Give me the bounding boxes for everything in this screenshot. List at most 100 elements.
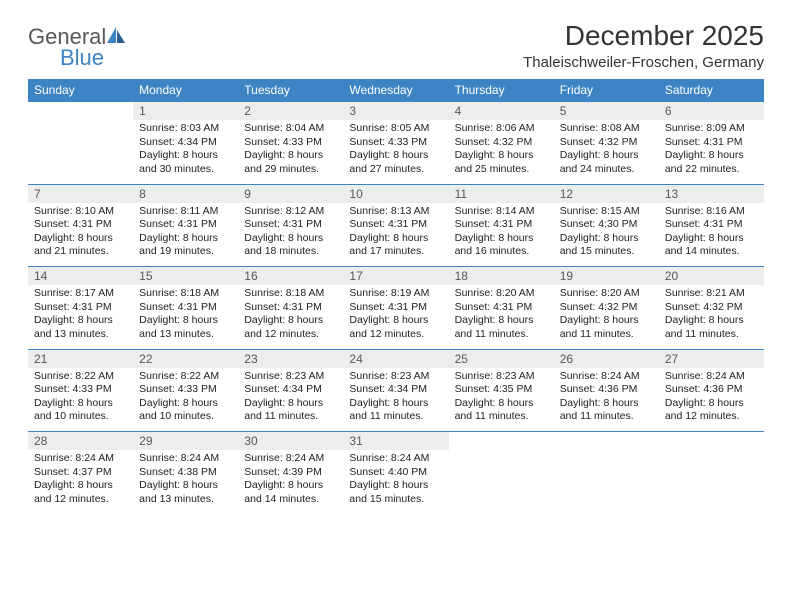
day-number: 14 [34, 269, 47, 283]
day-number: 31 [349, 434, 362, 448]
daylight-line: Daylight: 8 hours and 14 minutes. [665, 232, 758, 259]
day-number-cell: 16 [238, 267, 343, 286]
day-number-cell: 27 [659, 349, 764, 368]
daylight-line: Daylight: 8 hours and 15 minutes. [349, 479, 442, 506]
day-number-cell: 14 [28, 267, 133, 286]
day-details-cell: Sunrise: 8:24 AMSunset: 4:36 PMDaylight:… [554, 368, 659, 432]
sunrise-line: Sunrise: 8:23 AM [349, 370, 442, 384]
daylight-line: Daylight: 8 hours and 16 minutes. [455, 232, 548, 259]
day-details-cell [449, 450, 554, 514]
day-number-cell: 2 [238, 102, 343, 121]
day-number: 9 [244, 187, 251, 201]
sunrise-line: Sunrise: 8:22 AM [34, 370, 127, 384]
details-row: Sunrise: 8:17 AMSunset: 4:31 PMDaylight:… [28, 285, 764, 349]
day-number-cell: 19 [554, 267, 659, 286]
day-details-cell: Sunrise: 8:22 AMSunset: 4:33 PMDaylight:… [133, 368, 238, 432]
sunset-line: Sunset: 4:40 PM [349, 466, 442, 480]
daylight-line: Daylight: 8 hours and 12 minutes. [349, 314, 442, 341]
day-number: 12 [560, 187, 573, 201]
day-details-cell: Sunrise: 8:09 AMSunset: 4:31 PMDaylight:… [659, 120, 764, 184]
day-number-cell [28, 102, 133, 121]
sunrise-line: Sunrise: 8:24 AM [34, 452, 127, 466]
day-number-cell: 22 [133, 349, 238, 368]
sunrise-line: Sunrise: 8:14 AM [455, 205, 548, 219]
sunset-line: Sunset: 4:34 PM [349, 383, 442, 397]
daylight-line: Daylight: 8 hours and 12 minutes. [244, 314, 337, 341]
day-details-cell: Sunrise: 8:05 AMSunset: 4:33 PMDaylight:… [343, 120, 448, 184]
sunrise-line: Sunrise: 8:17 AM [34, 287, 127, 301]
day-number: 15 [139, 269, 152, 283]
sunrise-line: Sunrise: 8:18 AM [244, 287, 337, 301]
day-number: 18 [455, 269, 468, 283]
daylight-line: Daylight: 8 hours and 11 minutes. [455, 314, 548, 341]
day-number-cell [659, 432, 764, 451]
details-row: Sunrise: 8:22 AMSunset: 4:33 PMDaylight:… [28, 368, 764, 432]
sunrise-line: Sunrise: 8:12 AM [244, 205, 337, 219]
day-number: 23 [244, 352, 257, 366]
daylight-line: Daylight: 8 hours and 13 minutes. [34, 314, 127, 341]
daylight-line: Daylight: 8 hours and 21 minutes. [34, 232, 127, 259]
day-details-cell: Sunrise: 8:04 AMSunset: 4:33 PMDaylight:… [238, 120, 343, 184]
sunset-line: Sunset: 4:39 PM [244, 466, 337, 480]
day-number-cell: 15 [133, 267, 238, 286]
daylight-line: Daylight: 8 hours and 30 minutes. [139, 149, 232, 176]
day-number-cell: 9 [238, 184, 343, 203]
sunrise-line: Sunrise: 8:11 AM [139, 205, 232, 219]
day-details-cell: Sunrise: 8:16 AMSunset: 4:31 PMDaylight:… [659, 203, 764, 267]
day-number: 19 [560, 269, 573, 283]
day-details-cell: Sunrise: 8:14 AMSunset: 4:31 PMDaylight:… [449, 203, 554, 267]
day-number: 13 [665, 187, 678, 201]
day-details-cell: Sunrise: 8:23 AMSunset: 4:34 PMDaylight:… [343, 368, 448, 432]
daylight-line: Daylight: 8 hours and 11 minutes. [560, 397, 653, 424]
weekday-header: Thursday [449, 79, 554, 102]
sunset-line: Sunset: 4:32 PM [455, 136, 548, 150]
sunrise-line: Sunrise: 8:24 AM [244, 452, 337, 466]
weekday-header: Sunday [28, 79, 133, 102]
day-number: 1 [139, 104, 146, 118]
day-number-cell: 29 [133, 432, 238, 451]
sunrise-line: Sunrise: 8:19 AM [349, 287, 442, 301]
day-details-cell: Sunrise: 8:10 AMSunset: 4:31 PMDaylight:… [28, 203, 133, 267]
day-details-cell: Sunrise: 8:08 AMSunset: 4:32 PMDaylight:… [554, 120, 659, 184]
sunrise-line: Sunrise: 8:10 AM [34, 205, 127, 219]
daylight-line: Daylight: 8 hours and 11 minutes. [665, 314, 758, 341]
day-number-cell: 30 [238, 432, 343, 451]
sunset-line: Sunset: 4:32 PM [560, 301, 653, 315]
sunset-line: Sunset: 4:31 PM [34, 301, 127, 315]
title-block: December 2025 Thaleischweiler-Froschen, … [523, 20, 764, 71]
sunrise-line: Sunrise: 8:23 AM [244, 370, 337, 384]
day-number: 27 [665, 352, 678, 366]
sunset-line: Sunset: 4:31 PM [455, 218, 548, 232]
sunset-line: Sunset: 4:31 PM [455, 301, 548, 315]
day-number: 7 [34, 187, 41, 201]
day-number: 25 [455, 352, 468, 366]
sunrise-line: Sunrise: 8:04 AM [244, 122, 337, 136]
day-number: 10 [349, 187, 362, 201]
daylight-line: Daylight: 8 hours and 27 minutes. [349, 149, 442, 176]
logo-word-blue: Blue [60, 47, 126, 69]
sunset-line: Sunset: 4:34 PM [139, 136, 232, 150]
day-number: 26 [560, 352, 573, 366]
day-details-cell [554, 450, 659, 514]
day-number: 2 [244, 104, 251, 118]
sunrise-line: Sunrise: 8:15 AM [560, 205, 653, 219]
sunset-line: Sunset: 4:34 PM [244, 383, 337, 397]
weekday-header: Tuesday [238, 79, 343, 102]
sunrise-line: Sunrise: 8:24 AM [665, 370, 758, 384]
day-details-cell: Sunrise: 8:18 AMSunset: 4:31 PMDaylight:… [238, 285, 343, 349]
sunrise-line: Sunrise: 8:03 AM [139, 122, 232, 136]
day-number: 11 [455, 187, 467, 201]
sunrise-line: Sunrise: 8:24 AM [349, 452, 442, 466]
day-number-cell: 18 [449, 267, 554, 286]
day-number: 3 [349, 104, 356, 118]
day-details-cell [659, 450, 764, 514]
day-details-cell: Sunrise: 8:20 AMSunset: 4:32 PMDaylight:… [554, 285, 659, 349]
daylight-line: Daylight: 8 hours and 13 minutes. [139, 314, 232, 341]
daylight-line: Daylight: 8 hours and 13 minutes. [139, 479, 232, 506]
day-details-cell: Sunrise: 8:12 AMSunset: 4:31 PMDaylight:… [238, 203, 343, 267]
day-number-cell: 6 [659, 102, 764, 121]
daylight-line: Daylight: 8 hours and 25 minutes. [455, 149, 548, 176]
day-number: 21 [34, 352, 47, 366]
sunset-line: Sunset: 4:31 PM [139, 218, 232, 232]
day-details-cell: Sunrise: 8:22 AMSunset: 4:33 PMDaylight:… [28, 368, 133, 432]
